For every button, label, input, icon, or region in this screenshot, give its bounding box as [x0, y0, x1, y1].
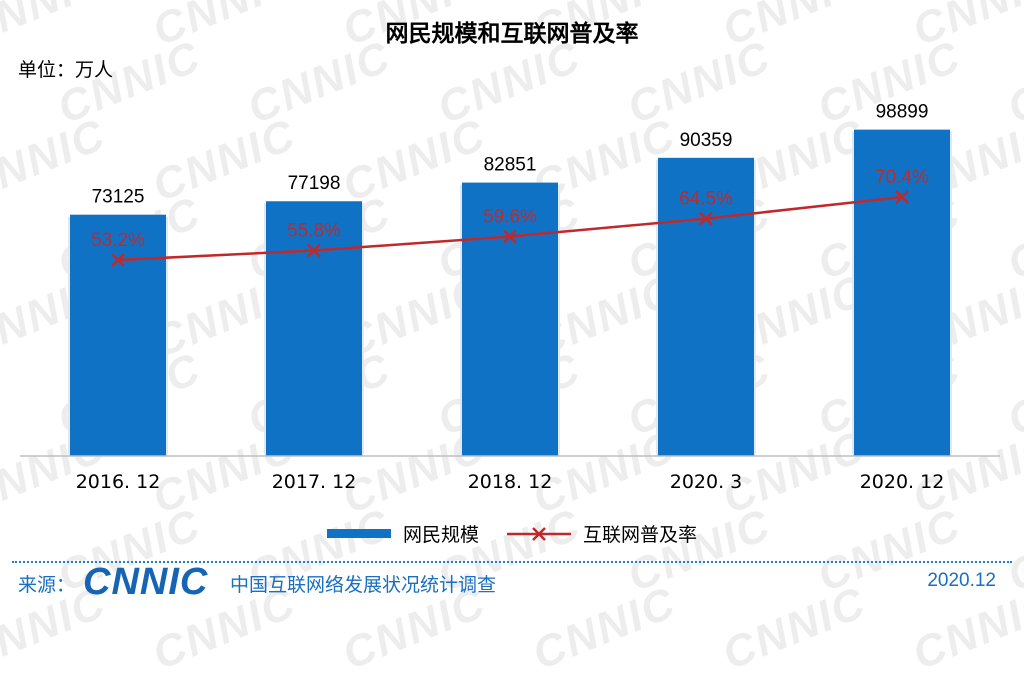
- line-marker: [307, 243, 321, 258]
- bar-value-label: 73125: [92, 187, 145, 208]
- watermark-text: CNNIC: [526, 577, 683, 680]
- x-tick-label: 2020. 12: [860, 471, 945, 493]
- bar-value-label: 90359: [680, 130, 733, 151]
- cnnic-logo: CNNIC: [83, 561, 209, 603]
- legend: 网民规模 互联网普及率: [0, 520, 1024, 547]
- source-org: 中国互联网络发展状况统计调查: [230, 574, 497, 596]
- line-marker: [699, 211, 713, 226]
- x-tick-label: 2018. 12: [468, 471, 553, 493]
- legend-item-bar: 网民规模: [326, 520, 479, 547]
- watermark-text: CNNIC: [716, 577, 873, 680]
- chart-title: 网民规模和互联网普及率: [385, 21, 639, 47]
- bar: [658, 157, 754, 456]
- legend-bar-label: 网民规模: [402, 524, 479, 546]
- x-tick-label: 2016. 12: [76, 471, 161, 493]
- bar: [266, 201, 362, 456]
- legend-line-swatch: [507, 526, 571, 541]
- unit-label: 单位：万人: [18, 59, 114, 81]
- bar: [854, 129, 950, 456]
- x-tick-label: 2020. 3: [670, 471, 743, 493]
- line-marker: [895, 190, 909, 204]
- line-value-label: 55.8%: [287, 220, 341, 241]
- bar-value-label: 82851: [484, 155, 537, 176]
- footer-divider: [12, 561, 1012, 563]
- chart-area: 73125 2016. 12 77198 2017. 12 82851 2018. 12 9…: [20, 102, 1000, 493]
- line-marker: [111, 253, 125, 267]
- bar: [70, 214, 166, 456]
- line-value-label: 70.4%: [875, 167, 929, 188]
- watermark-text: CNNIC: [906, 577, 1024, 680]
- line-value-label: 53.2%: [91, 230, 145, 251]
- bar-value-label: 77198: [288, 173, 341, 194]
- line-marker: [503, 229, 517, 244]
- source-label: 来源：: [18, 574, 76, 596]
- line-value-label: 64.5%: [679, 189, 733, 210]
- bar-value-label: 98899: [876, 102, 929, 123]
- legend-item-line: 互联网普及率: [507, 520, 697, 547]
- footer-date: 2020.12: [927, 570, 996, 591]
- line-value-label: 59.6%: [483, 207, 537, 228]
- legend-line-label: 互联网普及率: [583, 524, 698, 546]
- legend-bar-swatch: [326, 529, 391, 538]
- x-tick-label: 2017. 12: [272, 471, 357, 493]
- bar: [462, 182, 558, 456]
